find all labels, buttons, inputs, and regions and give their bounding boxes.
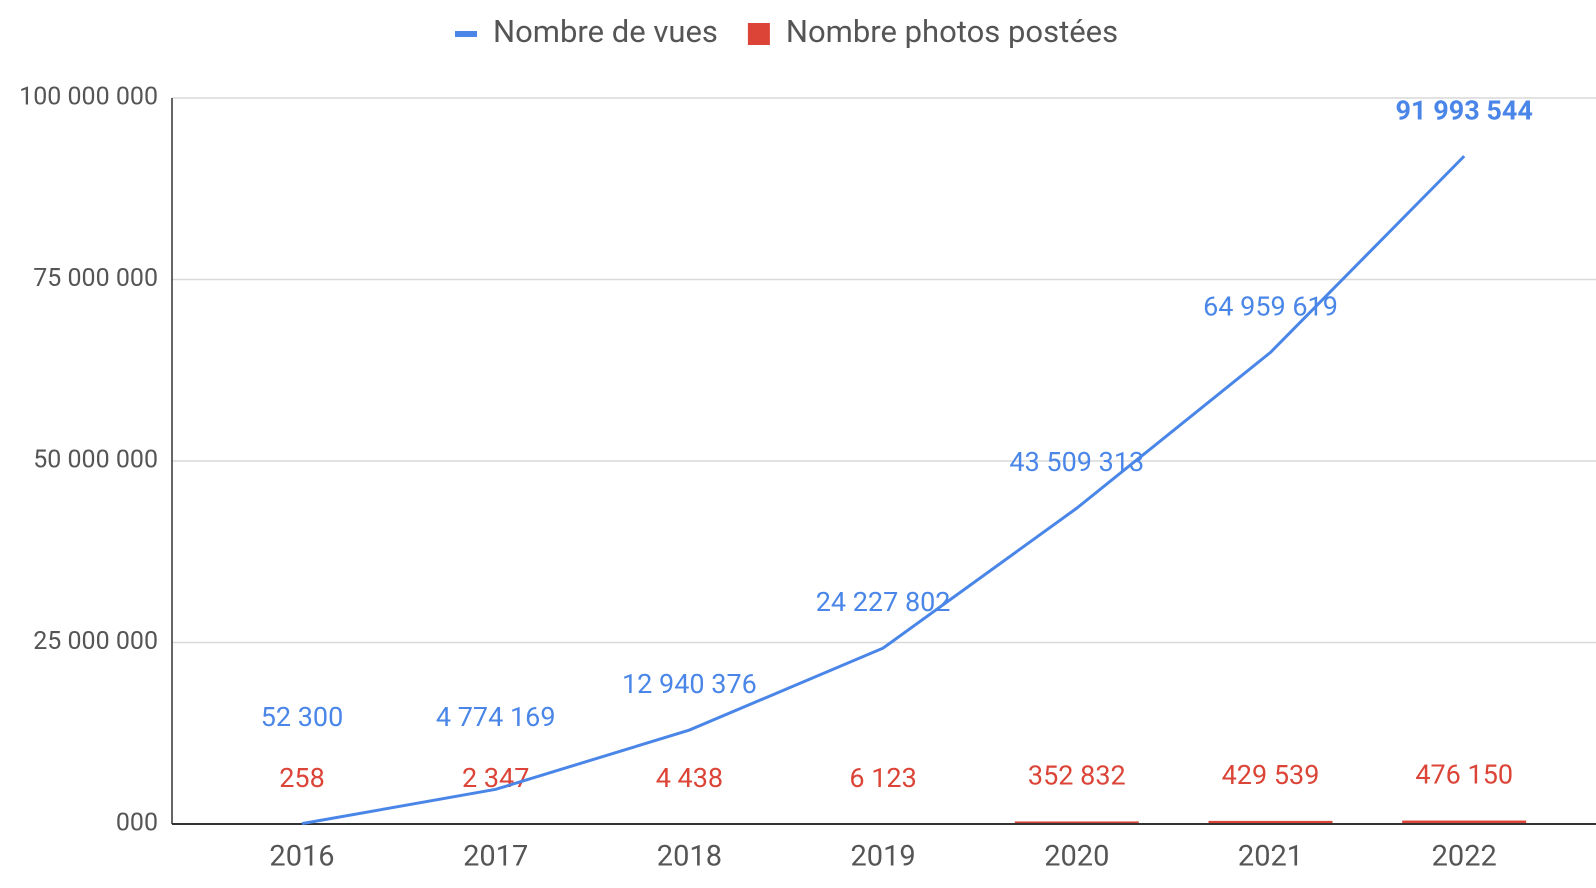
legend-label: Nombre photos postées (786, 13, 1118, 50)
bar (1402, 820, 1527, 824)
line (301, 155, 1466, 826)
x-tick-label: 2019 (850, 840, 915, 874)
data-label: 43 509 313 (1009, 446, 1144, 478)
x-tick-label: 2016 (269, 840, 334, 874)
y-tick-label: 75 000 000 (33, 264, 158, 293)
legend-swatch (455, 31, 477, 37)
data-label: 429 539 (1222, 759, 1320, 791)
data-label: 52 300 (261, 701, 344, 733)
x-tick-label: 2018 (657, 840, 722, 874)
bar (1014, 821, 1139, 824)
bar (1208, 820, 1333, 824)
data-label: 4 774 169 (436, 701, 556, 733)
y-tick-label: 25 000 000 (33, 627, 158, 656)
data-label: 24 227 802 (816, 586, 951, 618)
data-label: 6 123 (849, 762, 916, 794)
data-label: 258 (279, 762, 325, 794)
legend-swatch (747, 23, 770, 45)
data-label: 64 959 619 (1203, 291, 1338, 323)
x-tick-label: 2020 (1044, 840, 1109, 874)
y-tick-label: 100 000 000 (19, 83, 158, 112)
y-tick-label: 000 (116, 809, 158, 838)
y-tick-label: 50 000 000 (33, 446, 158, 475)
data-label: 12 940 376 (622, 668, 757, 700)
legend-label: Nombre de vues (493, 13, 718, 50)
x-tick-label: 2022 (1432, 840, 1497, 874)
data-label: 476 150 (1415, 759, 1513, 791)
x-tick-label: 2021 (1238, 840, 1303, 874)
data-label: 4 438 (656, 762, 723, 794)
data-label: 91 993 544 (1396, 94, 1533, 126)
data-label: 352 832 (1028, 760, 1126, 792)
x-tick-label: 2017 (463, 840, 528, 874)
